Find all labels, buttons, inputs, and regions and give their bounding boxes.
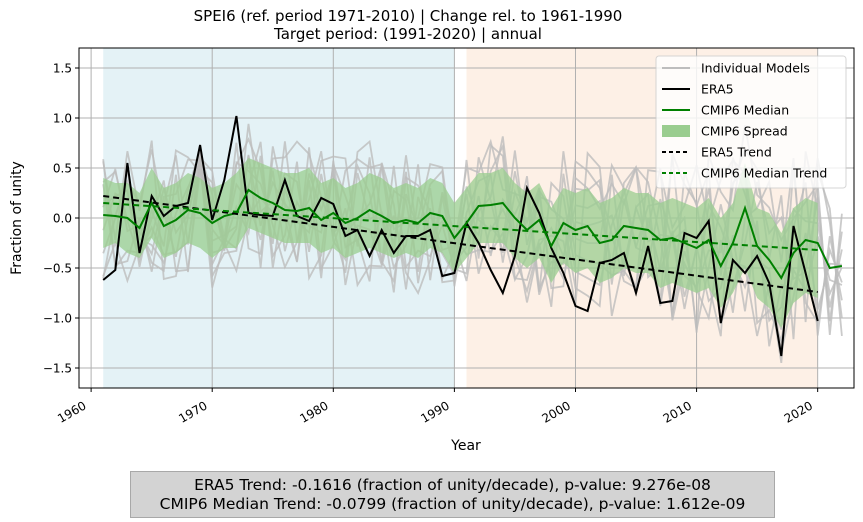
legend-cmip6-median-trend-label: CMIP6 Median Trend [701,166,827,181]
legend-cmip6-spread-swatch [662,125,690,137]
legend: Individual Models ERA5 CMIP6 Median CMIP6 S… [655,55,847,189]
legend-box [655,55,847,189]
x-tick-label: 1990 [418,398,451,425]
axes: 1960 1970 1980 1990 2000 2010 2020 −1.5 −1.0 −0.5… [43,62,819,426]
cmip6-median-line [103,188,843,280]
cmip6-trend-text: CMIP6 Median Trend: -0.0799 (fraction of… [159,495,746,513]
y-tick-label: −1.5 [43,362,72,376]
x-axis-label: Year [450,438,481,454]
legend-era5-trend-label: ERA5 Trend [701,145,772,160]
y-tick-label: 0.5 [53,162,72,176]
series-lines [102,115,843,357]
legend-individual-models-label: Individual Models [701,61,810,76]
legend-cmip6-spread-label: CMIP6 Spread [701,124,788,139]
x-tick-label: 2010 [661,398,694,425]
y-tick-label: 1.5 [53,62,72,76]
legend-cmip6-median-label: CMIP6 Median [701,103,789,118]
y-tick-label: −0.5 [43,262,72,276]
chart-subtitle: Target period: (1991-2020) | annual [273,25,542,43]
y-tick-label: 1.0 [53,112,72,126]
x-tick-label: 2020 [782,398,815,425]
era5-trend-text: ERA5 Trend: -0.1616 (fraction of unity/d… [194,476,711,494]
chart-title: SPEI6 (ref. period 1971-2010) | Change r… [194,7,623,25]
x-tick-label: 1970 [176,398,209,425]
y-axis-label: Fraction of unity [9,161,25,275]
y-tick-label: 0.0 [53,212,72,226]
era5-trend-line [103,195,818,293]
x-tick-label: 1980 [297,398,330,425]
x-tick-label: 2000 [540,398,573,425]
legend-era5-label: ERA5 [701,82,734,97]
era5-line [102,115,819,357]
x-tick-label: 1960 [55,398,88,425]
y-tick-label: −1.0 [43,312,72,326]
trend-summary-box: ERA5 Trend: -0.1616 (fraction of unity/d… [130,471,775,518]
chart: 1960 1970 1980 1990 2000 2010 2020 −1.5 −1.0 −0.5… [9,7,855,454]
